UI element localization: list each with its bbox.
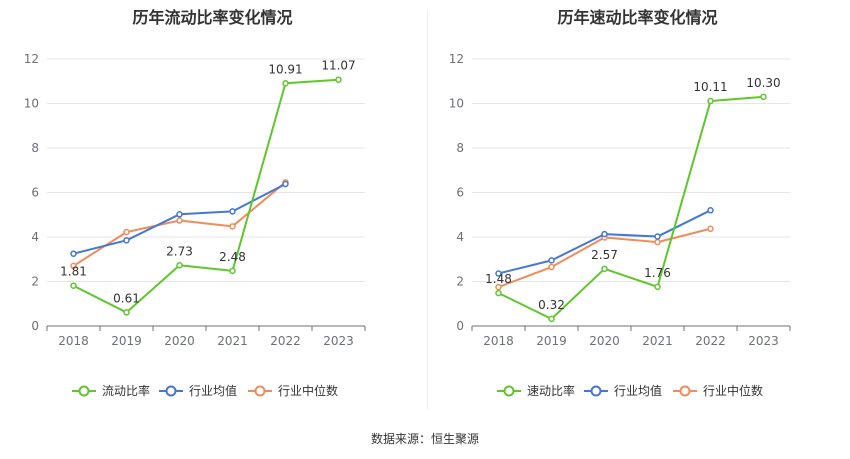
x-tick-label: 2020 xyxy=(589,334,620,348)
point-main xyxy=(654,283,661,291)
y-tick-label: 4 xyxy=(31,230,39,244)
point-avg xyxy=(229,208,236,215)
point-avg xyxy=(495,270,502,277)
data-label: 10.91 xyxy=(268,62,302,76)
legend-label: 速动比率 xyxy=(527,383,575,398)
x-tick-label: 2021 xyxy=(217,334,248,348)
point-main xyxy=(176,262,183,269)
point-avg xyxy=(70,250,77,257)
legend-marker-icon xyxy=(590,385,602,397)
y-tick-label: 6 xyxy=(31,186,39,200)
y-tick-label: 2 xyxy=(31,275,39,289)
chart-divider xyxy=(427,10,428,410)
point-median xyxy=(176,217,183,224)
point-median xyxy=(123,228,130,236)
data-label: 0.32 xyxy=(538,298,565,312)
legend-marker-icon xyxy=(254,385,266,397)
data-label: 1.48 xyxy=(485,272,512,286)
y-tick-label: 4 xyxy=(456,230,464,244)
data-label: 2.48 xyxy=(219,250,246,264)
series-line-main xyxy=(498,95,764,320)
legend-marker-icon xyxy=(78,385,90,397)
legend-marker-icon xyxy=(679,385,691,397)
y-tick-label: 8 xyxy=(31,141,39,155)
data-label: 2.57 xyxy=(591,248,618,262)
series-line-avg xyxy=(498,209,711,275)
x-tick-label: 2022 xyxy=(695,334,726,348)
current-ratio-plot: 0 2 4 6 8 10 12 2018 2019 2020 2021 2022 2023 1.81 0.6… xyxy=(24,52,366,398)
legend-label: 行业均值 xyxy=(189,383,237,398)
y-tick-label: 10 xyxy=(449,97,464,111)
point-main xyxy=(495,289,502,297)
quick-ratio-chart: 历年速动比率变化情况 0 2 4 6 8 10 12 2018 2019 2020 2021 2022… xyxy=(425,0,850,410)
data-label: 2.73 xyxy=(166,244,193,258)
y-tick-label: 6 xyxy=(456,186,464,200)
point-main xyxy=(282,80,289,87)
x-tick-label: 2023 xyxy=(748,334,779,348)
y-tick-label: 10 xyxy=(24,97,39,111)
series-line-main xyxy=(73,78,339,314)
data-label: 1.76 xyxy=(644,266,671,280)
x-tick-label: 2019 xyxy=(111,334,142,348)
x-tick-label: 2022 xyxy=(270,334,301,348)
current-ratio-chart: 历年流动比率变化情况 0 2 4 6 8 10 12 2018 2019 2020 2021 2022… xyxy=(0,0,425,410)
point-avg xyxy=(282,180,289,188)
point-median xyxy=(654,238,661,246)
point-main xyxy=(548,315,555,323)
y-tick-label: 0 xyxy=(31,319,39,333)
point-avg xyxy=(601,230,608,238)
y-tick-label: 2 xyxy=(456,275,464,289)
point-median xyxy=(548,263,555,271)
legend-marker-icon xyxy=(165,385,177,397)
point-median xyxy=(229,223,236,230)
legend-label: 流动比率 xyxy=(102,383,150,398)
legend-marker-icon xyxy=(503,385,515,397)
point-avg xyxy=(707,207,714,214)
point-main xyxy=(707,97,714,105)
point-main xyxy=(760,93,767,101)
x-tick-label: 2021 xyxy=(642,334,673,348)
data-label: 11.07 xyxy=(321,59,355,73)
legend-item-main[interactable]: 流动比率 xyxy=(72,383,150,398)
legend-item-avg[interactable]: 行业均值 xyxy=(584,383,662,398)
point-main xyxy=(123,309,130,316)
y-tick-label: 12 xyxy=(449,52,464,66)
legend-label: 行业中位数 xyxy=(278,383,338,398)
legend-item-main[interactable]: 速动比率 xyxy=(497,383,575,398)
point-main xyxy=(229,267,236,275)
point-median xyxy=(70,262,77,270)
y-tick-label: 8 xyxy=(456,141,464,155)
legend-item-median[interactable]: 行业中位数 xyxy=(248,383,338,398)
point-avg xyxy=(123,237,130,244)
legend-label: 行业中位数 xyxy=(703,383,763,398)
x-tick-label: 2023 xyxy=(323,334,354,348)
point-median xyxy=(707,225,714,233)
data-source: 数据来源：恒生聚源 xyxy=(370,432,479,446)
y-tick-label: 12 xyxy=(24,52,39,66)
chart-title: 历年流动比率变化情况 xyxy=(132,8,293,27)
data-label: 10.11 xyxy=(693,80,727,94)
data-label: 0.61 xyxy=(113,291,140,305)
x-tick-label: 2018 xyxy=(58,334,89,348)
data-label: 10.30 xyxy=(746,76,780,90)
point-avg xyxy=(176,211,183,218)
point-main xyxy=(335,76,342,83)
point-main xyxy=(601,265,608,273)
chart-title: 历年速动比率变化情况 xyxy=(557,8,718,27)
legend-item-avg[interactable]: 行业均值 xyxy=(159,383,237,398)
point-avg xyxy=(548,257,555,264)
legend-item-median[interactable]: 行业中位数 xyxy=(673,383,763,398)
point-main xyxy=(70,282,77,289)
quick-ratio-plot: 0 2 4 6 8 10 12 2018 2019 2020 2021 2022 2023 1.48 0.3… xyxy=(449,52,791,398)
legend-label: 行业均值 xyxy=(614,383,662,398)
x-tick-label: 2019 xyxy=(536,334,567,348)
x-tick-label: 2018 xyxy=(483,334,514,348)
point-median xyxy=(495,283,502,291)
y-tick-label: 0 xyxy=(456,319,464,333)
data-label: 1.81 xyxy=(60,265,87,279)
point-avg xyxy=(654,233,661,240)
x-tick-label: 2020 xyxy=(164,334,195,348)
